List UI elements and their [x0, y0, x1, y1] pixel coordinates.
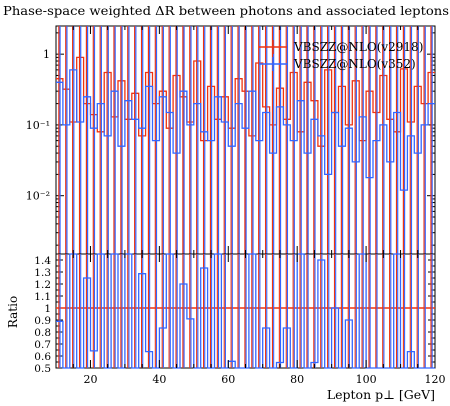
legend-label: VBSZZ@NLO(v352): [293, 57, 416, 71]
x-tick-label: 60: [221, 373, 235, 386]
ratio-plot-frame: [55, 253, 436, 369]
ratio-y-tick-label: 1.2: [34, 279, 51, 291]
ratio-plot: 0.50.60.70.80.911.11.21.31.4 Ratio: [6, 253, 436, 375]
ratio-y-tick-label: 0.8: [34, 327, 51, 339]
x-tick-label: 120: [425, 373, 446, 386]
series-line: [56, 69, 435, 191]
ratio-series-v2918: [56, 254, 435, 368]
legend-label: VBSZZ@NLO(v2918): [293, 40, 423, 54]
ratio-axis-label: Ratio: [6, 296, 20, 328]
ratio-y-tick-label: 1.1: [34, 291, 51, 303]
x-tick-label: 100: [356, 373, 377, 386]
ratio-y-tick-label: 0.7: [34, 339, 51, 351]
main-series: [56, 26, 435, 254]
ratio-y-tick-label: 0.6: [34, 351, 51, 363]
ratio-y-tick-label: 1: [44, 303, 51, 315]
ratio-y-tick-label: 1.3: [34, 267, 51, 279]
ratio-y-tick-label: 0.5: [34, 363, 51, 375]
main-plot: 1 10⁻¹ 10⁻² VBSZZ@NLO(v2918) VBSZZ@NLO(v352…: [26, 25, 436, 255]
ratio-y-tick-label: 1.4: [34, 255, 51, 267]
x-tick-label: 20: [83, 373, 97, 386]
main-y-tick-label: 10⁻²: [26, 190, 50, 203]
series-v352: [56, 26, 435, 254]
main-y-tick-label: 1: [43, 48, 50, 61]
chart-title: Phase-space weighted ΔR between photons …: [3, 3, 449, 18]
x-tick-label: 80: [290, 373, 304, 386]
ratio-series: [56, 253, 435, 369]
legend: VBSZZ@NLO(v2918) VBSZZ@NLO(v352): [259, 40, 423, 71]
ratio-series-v352: [56, 253, 435, 369]
x-axis-ticks: 20 40 60 80 100 120: [55, 26, 446, 386]
main-y-tick-label: 10⁻¹: [26, 119, 50, 132]
x-axis-label: Lepton p⊥ [GeV]: [327, 387, 435, 402]
x-tick-label: 40: [152, 373, 166, 386]
ratio-y-tick-label: 0.9: [34, 315, 51, 327]
ratio-line: [56, 253, 435, 369]
